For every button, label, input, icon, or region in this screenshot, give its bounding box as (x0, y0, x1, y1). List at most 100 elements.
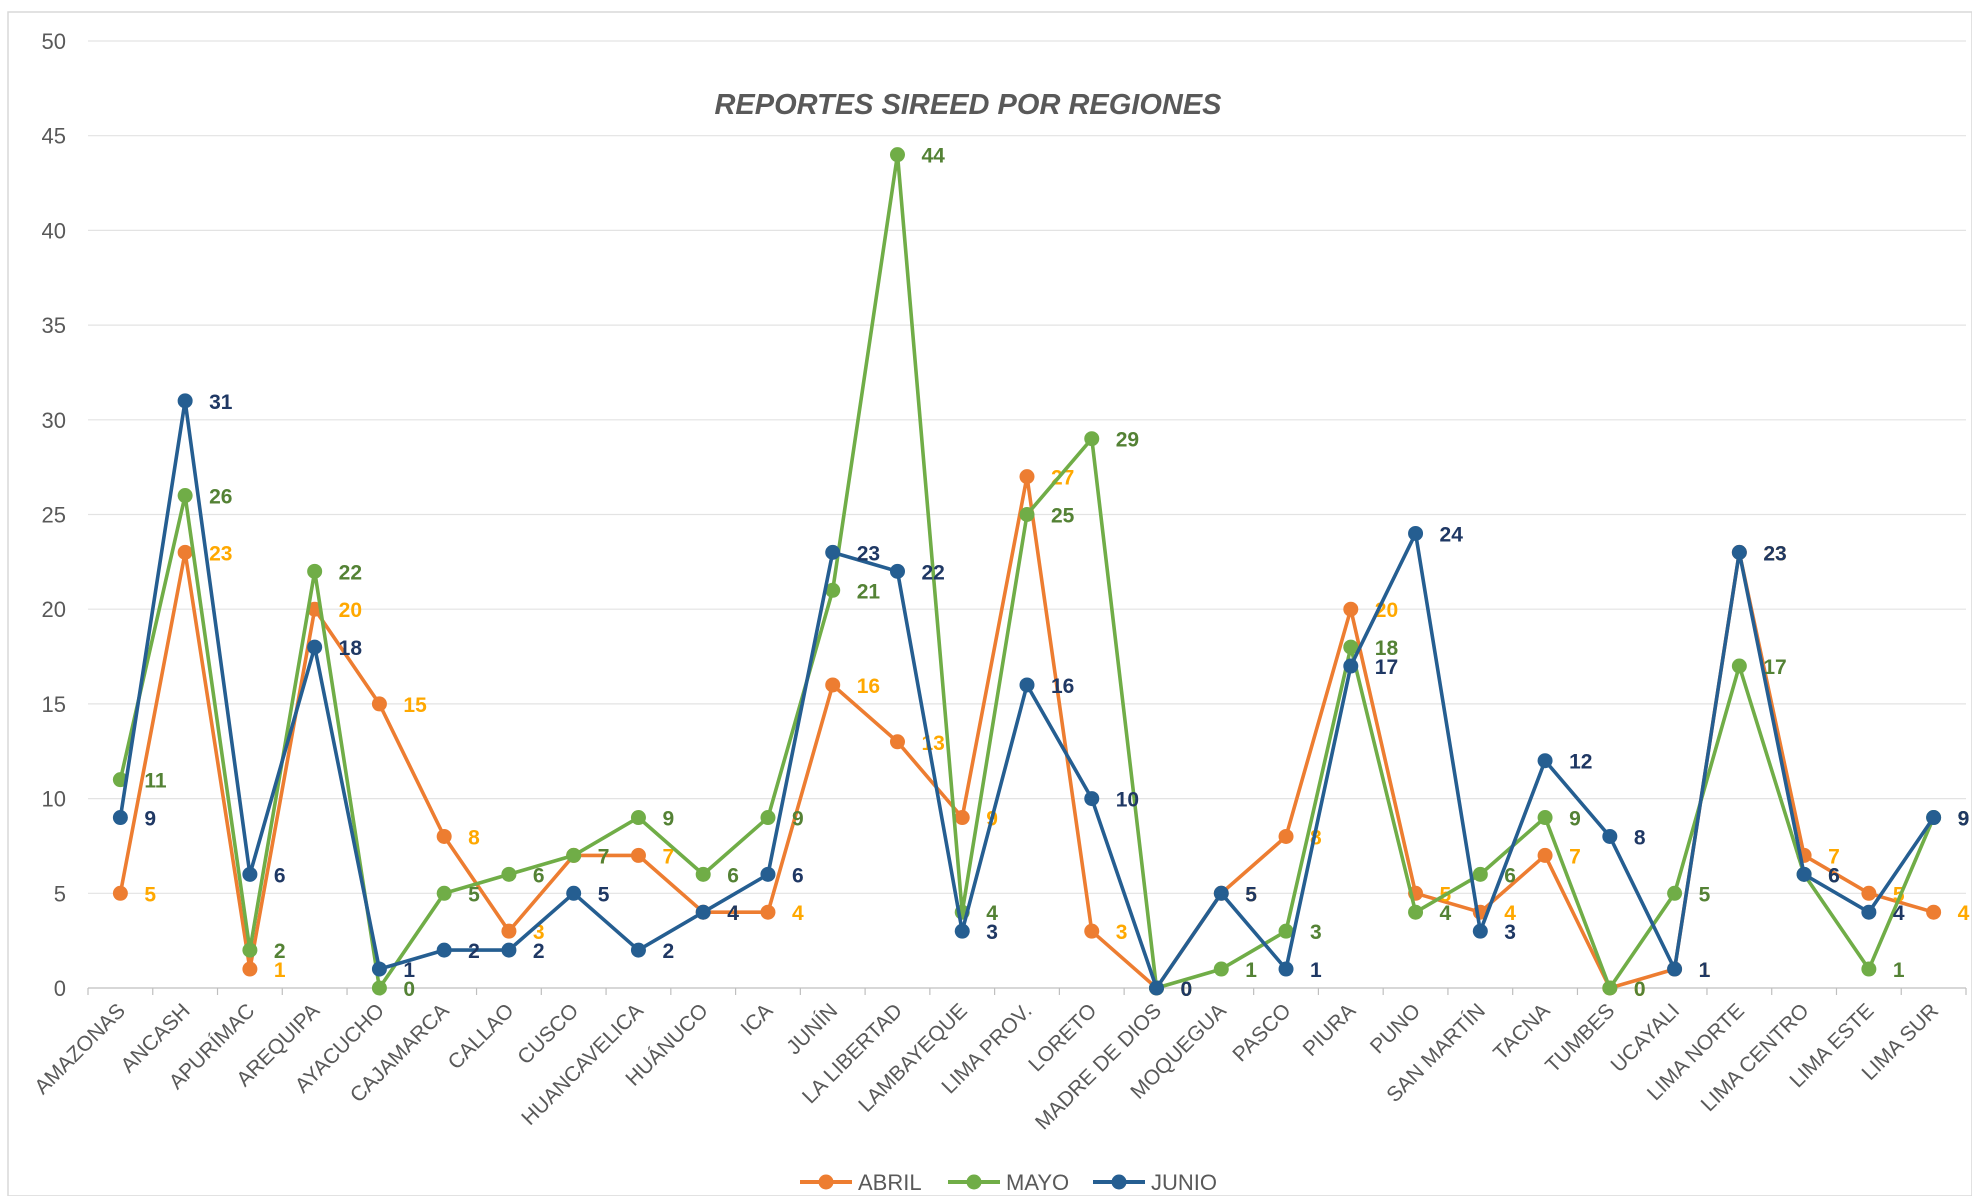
data-label: 9 (1958, 808, 1970, 831)
data-label: 9 (792, 808, 804, 831)
data-label: 1 (1699, 959, 1711, 982)
data-label: 6 (1828, 864, 1840, 887)
data-label: 17 (1763, 656, 1786, 679)
data-label: 2 (533, 940, 545, 963)
data-point (1278, 961, 1294, 977)
data-label: 25 (1051, 505, 1075, 528)
chart-title: REPORTES SIREED POR REGIONES (714, 89, 1222, 121)
data-label: 27 (1051, 467, 1074, 490)
data-label: 21 (857, 580, 881, 603)
data-label: 3 (533, 921, 545, 944)
data-point (1667, 961, 1683, 977)
data-label: 4 (727, 902, 739, 925)
data-label: 0 (1634, 978, 1646, 1001)
data-label: 5 (1245, 883, 1257, 906)
data-label: 1 (1893, 959, 1905, 982)
data-point (1149, 980, 1165, 996)
data-point (307, 563, 323, 579)
data-label: 2 (468, 940, 480, 963)
legend-swatch-marker (966, 1174, 982, 1190)
data-label: 2 (274, 940, 286, 963)
data-point (630, 847, 646, 863)
legend-label: JUNIO (1151, 1170, 1217, 1195)
data-point (1213, 885, 1229, 901)
y-tick-label: 45 (42, 124, 66, 149)
data-label: 1 (274, 959, 286, 982)
legend-item-abril: ABRIL (800, 1170, 922, 1195)
data-point (889, 734, 905, 750)
data-point (889, 563, 905, 579)
data-label: 9 (1958, 808, 1970, 831)
y-tick-label: 5 (54, 881, 66, 906)
y-tick-label: 30 (42, 408, 66, 433)
data-label: 5 (1245, 883, 1257, 906)
data-point (1796, 866, 1812, 882)
data-point (1926, 904, 1942, 920)
data-label: 1 (1245, 959, 1257, 982)
data-point (242, 942, 258, 958)
data-point (889, 147, 905, 163)
data-label: 31 (209, 391, 233, 414)
data-point (112, 885, 128, 901)
data-point (825, 582, 841, 598)
data-label: 7 (598, 845, 610, 868)
data-label: 23 (857, 542, 880, 565)
data-point (112, 810, 128, 826)
data-point (177, 544, 193, 560)
data-label: 4 (727, 902, 739, 925)
data-label: 4 (1440, 902, 1452, 925)
data-point (1084, 791, 1100, 807)
data-point (1343, 601, 1359, 617)
y-tick-label: 10 (42, 787, 66, 812)
data-point (1861, 885, 1877, 901)
data-label: 4 (1958, 902, 1970, 925)
data-point (1602, 980, 1618, 996)
data-point (1019, 507, 1035, 522)
data-point (242, 961, 258, 977)
data-label: 5 (468, 883, 480, 906)
data-label: 16 (857, 675, 880, 698)
legend-swatch-marker (818, 1174, 834, 1190)
legend-label: ABRIL (858, 1170, 922, 1195)
data-label: 10 (1116, 789, 1139, 812)
data-label: 26 (209, 486, 232, 509)
data-label: 8 (468, 826, 480, 849)
data-point (760, 904, 776, 920)
data-point (695, 904, 711, 920)
data-point (1408, 525, 1424, 541)
data-label: 6 (274, 864, 286, 887)
data-point (630, 810, 646, 826)
data-point (760, 866, 776, 882)
data-point (1019, 677, 1035, 693)
data-point (1537, 847, 1553, 863)
data-point (1408, 904, 1424, 920)
data-label: 22 (339, 561, 362, 584)
data-label: 20 (339, 599, 362, 622)
data-point (307, 639, 323, 655)
data-label: 13 (921, 732, 944, 755)
data-label: 7 (598, 845, 610, 868)
data-label: 7 (1569, 845, 1581, 868)
data-label: 2 (662, 940, 674, 963)
data-label: 5 (144, 883, 156, 906)
data-label: 15 (403, 694, 427, 717)
data-label: 0 (1181, 978, 1193, 1001)
data-point (371, 961, 387, 977)
data-point (177, 393, 193, 409)
data-label: 6 (1504, 864, 1516, 887)
data-label: 22 (921, 561, 944, 584)
data-point (1278, 923, 1294, 939)
data-point (1861, 904, 1877, 920)
data-label: 6 (792, 864, 804, 887)
data-label: 6 (727, 864, 739, 887)
data-point (760, 810, 776, 826)
data-label: 0 (403, 978, 415, 1001)
data-point (695, 866, 711, 882)
data-label: 12 (1569, 751, 1592, 774)
data-label: 9 (662, 808, 674, 831)
data-point (1926, 810, 1942, 826)
